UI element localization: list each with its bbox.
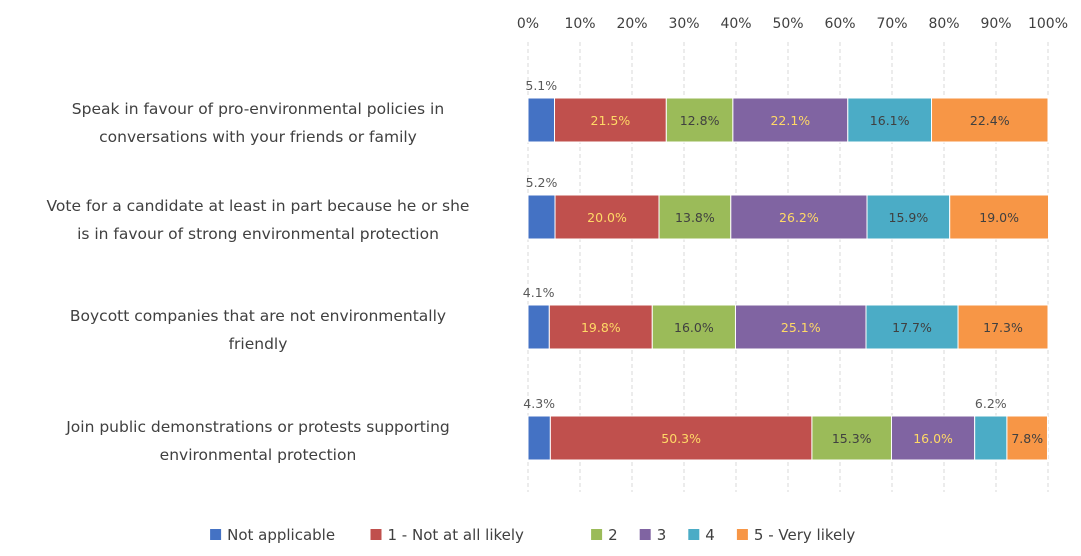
- data-label: 20.0%: [587, 210, 627, 225]
- data-label: 19.0%: [979, 210, 1019, 225]
- data-label: 5.2%: [526, 175, 558, 190]
- legend-swatch: [688, 529, 700, 540]
- data-label: 6.2%: [975, 396, 1007, 411]
- category-label: Join public demonstrations or protests s…: [65, 418, 450, 436]
- category-label: Vote for a candidate at least in part be…: [47, 197, 470, 215]
- category-label: friendly: [229, 335, 288, 353]
- category-labels: Speak in favour of pro-environmental pol…: [47, 100, 470, 464]
- data-label: 25.1%: [781, 320, 821, 335]
- data-label: 50.3%: [661, 431, 701, 446]
- bar-segment: [957, 304, 1049, 350]
- bar-segment: [949, 194, 1050, 240]
- legend-label: 4: [705, 526, 715, 544]
- data-label: 4.1%: [523, 285, 555, 300]
- data-label: 13.8%: [675, 210, 715, 225]
- data-label: 19.8%: [581, 320, 621, 335]
- x-tick-label: 60%: [824, 16, 855, 32]
- data-label: 16.0%: [674, 320, 714, 335]
- legend-label: 1 - Not at all likely: [388, 526, 525, 544]
- bar-segment: [732, 97, 849, 143]
- bar-segment: [665, 97, 734, 143]
- bar-segment: [548, 304, 653, 350]
- legend-label: 2: [608, 526, 618, 544]
- bar-segment: [734, 304, 867, 350]
- data-label: 4.3%: [523, 396, 555, 411]
- category-label: conversations with your friends or famil…: [99, 128, 417, 146]
- bar-segment: [847, 97, 933, 143]
- bar-segment: [866, 194, 951, 240]
- bar-segment: [811, 415, 892, 461]
- x-tick-label: 100%: [1028, 16, 1068, 32]
- x-tick-label: 40%: [720, 16, 751, 32]
- bar-segment: [931, 97, 1049, 143]
- legend-swatch: [639, 529, 651, 540]
- data-label: 16.0%: [913, 431, 953, 446]
- data-label: 15.9%: [889, 210, 929, 225]
- bar-segment: [527, 415, 551, 461]
- x-tick-label: 70%: [876, 16, 907, 32]
- x-tick-label: 10%: [564, 16, 595, 32]
- bar-segment: [865, 304, 959, 350]
- data-label: 7.8%: [1011, 431, 1043, 446]
- data-labels: 5.1% 21.5% 12.8% 22.1% 16.1% 22.4% 5.2% 20.0% 13…: [523, 78, 1043, 446]
- data-label: 22.1%: [770, 113, 810, 128]
- category-label: environmental protection: [160, 446, 357, 464]
- data-label: 15.3%: [832, 431, 872, 446]
- bar-segment: [890, 415, 976, 461]
- data-label: 22.4%: [970, 113, 1010, 128]
- legend-swatch: [591, 529, 603, 540]
- data-label: 17.7%: [892, 320, 932, 335]
- data-label: 5.1%: [525, 78, 557, 93]
- x-tick-label: 30%: [668, 16, 699, 32]
- category-label: is in favour of strong environmental pro…: [77, 225, 439, 243]
- x-axis-ticks: 0% 10% 20% 30% 40% 50% 60% 70% 80% 90% 100%: [517, 16, 1068, 32]
- bar-segment: [554, 194, 660, 240]
- bar-segment: [658, 194, 732, 240]
- bar-segment: [527, 97, 556, 143]
- bar-segment: [549, 415, 813, 461]
- legend-swatch: [736, 529, 748, 540]
- x-tick-label: 0%: [517, 16, 539, 32]
- bars: [527, 97, 1050, 461]
- bar-segment: [527, 194, 556, 240]
- bar-segment: [651, 304, 736, 350]
- legend-label: 5 - Very likely: [754, 526, 856, 544]
- x-tick-label: 20%: [616, 16, 647, 32]
- category-label: Speak in favour of pro-environmental pol…: [72, 100, 444, 118]
- bar-segment: [1006, 415, 1048, 461]
- legend-swatch: [210, 529, 222, 540]
- legend-swatch: [370, 529, 382, 540]
- data-label: 26.2%: [779, 210, 819, 225]
- bar-segment: [730, 194, 868, 240]
- x-tick-label: 80%: [928, 16, 959, 32]
- legend-label: 3: [657, 526, 667, 544]
- legend: Not applicable 1 - Not at all likely 2 3 4 5 …: [210, 526, 855, 544]
- data-label: 12.8%: [680, 113, 720, 128]
- bar-segment: [974, 415, 1008, 461]
- data-label: 16.1%: [870, 113, 910, 128]
- x-tick-label: 90%: [980, 16, 1011, 32]
- x-tick-label: 50%: [772, 16, 803, 32]
- data-label: 17.3%: [983, 320, 1023, 335]
- bar-segment: [554, 97, 667, 143]
- data-label: 21.5%: [591, 113, 631, 128]
- category-label: Boycott companies that are not environme…: [70, 307, 446, 325]
- bar-segment: [527, 304, 550, 350]
- legend-label: Not applicable: [227, 526, 335, 544]
